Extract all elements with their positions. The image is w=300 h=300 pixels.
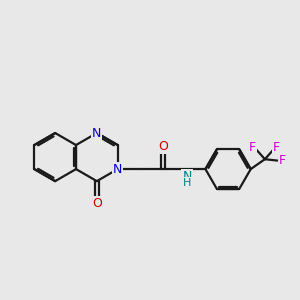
Text: N: N xyxy=(182,170,192,183)
Text: O: O xyxy=(158,140,168,153)
Text: N: N xyxy=(113,163,122,176)
Text: F: F xyxy=(279,154,286,167)
Text: H: H xyxy=(183,178,191,188)
Text: F: F xyxy=(273,141,280,154)
Text: N: N xyxy=(92,127,101,140)
Text: O: O xyxy=(92,197,102,210)
Text: F: F xyxy=(249,141,256,154)
